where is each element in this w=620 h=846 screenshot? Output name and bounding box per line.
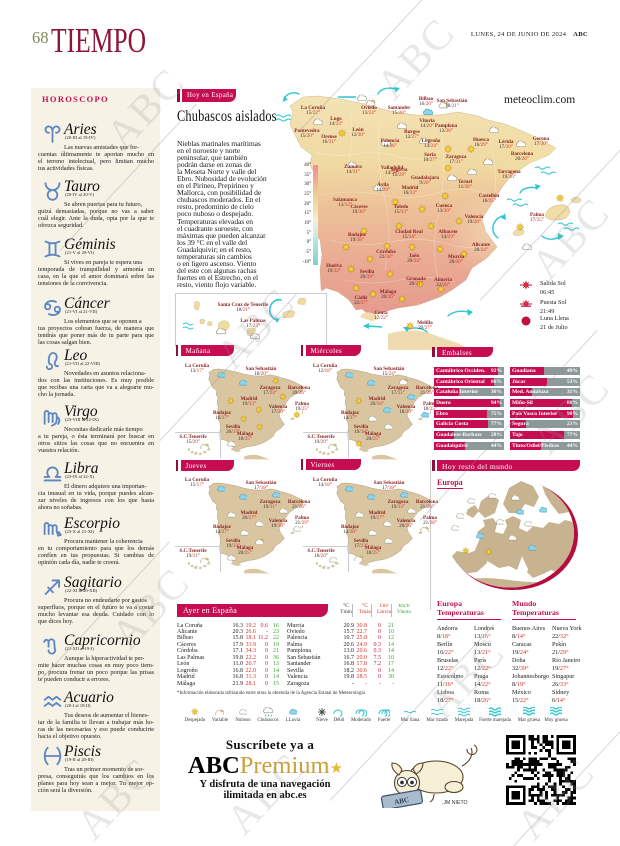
svg-text:.JM NIETO: .JM NIETO: [442, 800, 468, 806]
svg-text:ABC: ABC: [394, 796, 410, 806]
